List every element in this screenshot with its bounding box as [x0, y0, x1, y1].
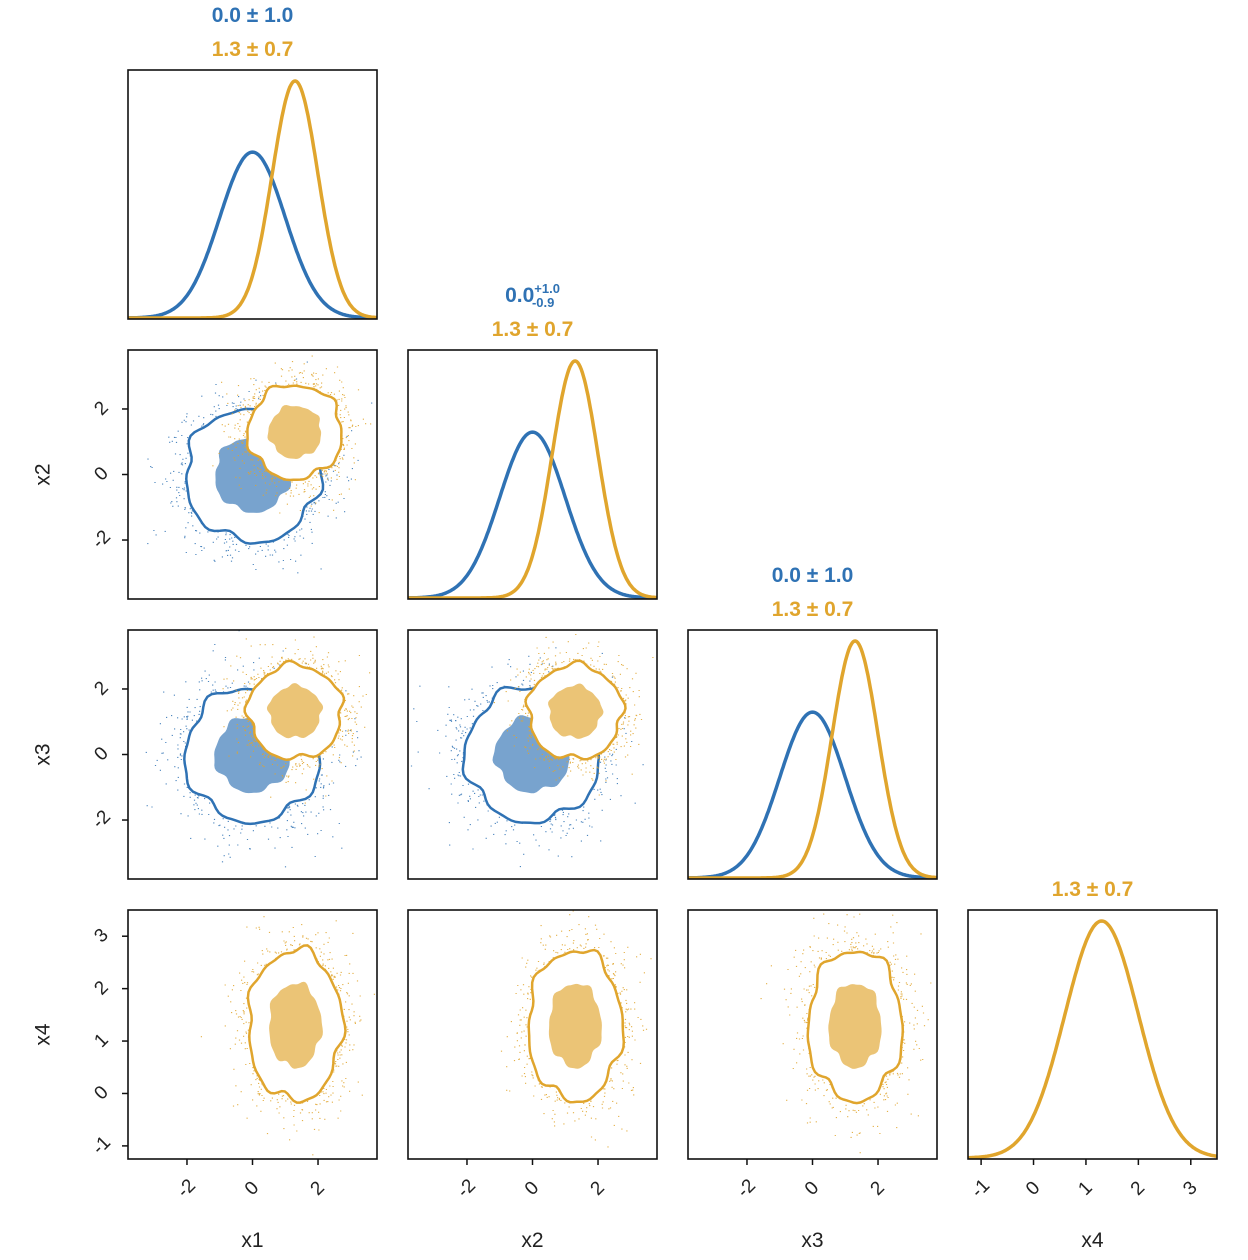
panel-frame	[127, 69, 378, 320]
panel-frame	[407, 629, 658, 880]
y-tick-label: 3	[90, 925, 112, 947]
x-tick-label: 2	[1127, 1177, 1149, 1199]
x-tick-label: -2	[453, 1175, 480, 1202]
stat-label-blue: 0.0 ± 1.0	[212, 4, 294, 27]
panel-x2-x4: -2 0 2	[407, 909, 658, 1202]
x-tick-label: 2	[587, 1177, 609, 1199]
contour-1sigma-orange	[828, 984, 882, 1069]
stat-label-blue: 0.0 ± 1.0	[772, 564, 854, 587]
x-tick-label: 2	[867, 1177, 889, 1199]
contour-1sigma-orange	[266, 683, 324, 739]
y-tick-label: -1	[88, 1132, 115, 1159]
panel-content	[128, 79, 377, 319]
panel-content	[760, 913, 932, 1154]
y-tick-label: 0	[90, 743, 112, 765]
contour-2sigma-orange	[806, 950, 905, 1105]
density-curve-blue	[688, 710, 937, 879]
y-axis-label-x4: x4	[32, 1023, 55, 1046]
panel-content	[500, 910, 652, 1148]
panel-content	[147, 355, 373, 574]
x-tick-label: 1	[1074, 1177, 1096, 1199]
panel-x4-x4: -1 0 1 2 3	[967, 909, 1218, 1202]
density-curve-orange	[688, 639, 937, 879]
stat-label-orange: 1.3 ± 0.7	[492, 318, 574, 341]
stat-label-orange: 1.3 ± 0.7	[772, 598, 854, 621]
x-tick-label: 3	[1179, 1177, 1201, 1199]
panel-x1-x2: -2 0 2	[88, 349, 378, 600]
panel-x1-x3: -2 0 2	[88, 629, 378, 880]
y-tick-label: 2	[90, 677, 112, 699]
x-axis-label-x2: x2	[521, 1229, 543, 1252]
contour-1sigma-orange	[548, 683, 604, 739]
x-tick-label: 0	[521, 1177, 543, 1199]
x-tick-label: 0	[801, 1177, 823, 1199]
panel-x1-x4: -2 0 2 -1 0 1 2 3	[88, 909, 378, 1202]
x-tick-label: -2	[733, 1175, 760, 1202]
panel-x2-x3	[407, 629, 658, 880]
stat-label-orange: 1.3 ± 0.7	[1052, 878, 1134, 901]
stat-label-orange: 1.3 ± 0.7	[212, 38, 294, 61]
panel-content	[688, 639, 937, 879]
density-curve-blue	[128, 150, 377, 319]
panel-content	[145, 630, 371, 868]
panel-content	[968, 919, 1217, 1159]
panel-x2-x2	[407, 349, 658, 600]
panel-frame	[967, 909, 1218, 1160]
y-tick-label: 0	[90, 1082, 112, 1104]
panel-content	[408, 359, 657, 599]
x-tick-label: -2	[173, 1175, 200, 1202]
density-curve-orange	[408, 359, 657, 599]
x-axis-label-x3: x3	[801, 1229, 823, 1252]
contour-2sigma-orange	[243, 659, 346, 762]
contour-1sigma-orange	[269, 981, 323, 1069]
panel-content	[200, 916, 375, 1156]
y-axis-label-x3: x3	[32, 743, 55, 765]
panel-frame	[407, 349, 658, 600]
contour-1sigma-orange	[267, 405, 322, 459]
contour-1sigma-orange	[548, 983, 602, 1069]
panel-x1-x1	[127, 69, 378, 320]
x-tick-label: -1	[967, 1175, 994, 1202]
density-curve-blue	[408, 430, 657, 599]
contour-2sigma-orange	[527, 948, 626, 1104]
x-axis-label-x4: x4	[1081, 1229, 1104, 1252]
y-tick-label: 1	[90, 1030, 112, 1052]
y-tick-label: -2	[88, 526, 115, 553]
contour-2sigma-orange	[246, 944, 347, 1104]
x-tick-label: 0	[241, 1177, 263, 1199]
panel-frame	[687, 629, 938, 880]
x-tick-label: 0	[1022, 1177, 1044, 1199]
density-curve-orange	[968, 919, 1217, 1159]
x-axis-label-x1: x1	[241, 1229, 263, 1252]
y-tick-label: 2	[90, 397, 112, 419]
contour-2sigma-orange	[524, 659, 627, 761]
y-tick-label: 0	[90, 463, 112, 485]
y-axis-label-x2: x2	[32, 463, 55, 485]
panel-x3-x3	[687, 629, 938, 880]
y-tick-label: -2	[88, 806, 115, 833]
stat-label-blue: 0.0+1.0 -0.9	[505, 281, 560, 310]
contour-2sigma-orange	[245, 384, 343, 482]
x-tick-label: 2	[307, 1177, 329, 1199]
density-curve-orange	[128, 79, 377, 319]
panel-content	[410, 633, 654, 868]
y-tick-label: 2	[90, 977, 112, 999]
panel-x3-x4: -2 0 2	[687, 909, 938, 1202]
